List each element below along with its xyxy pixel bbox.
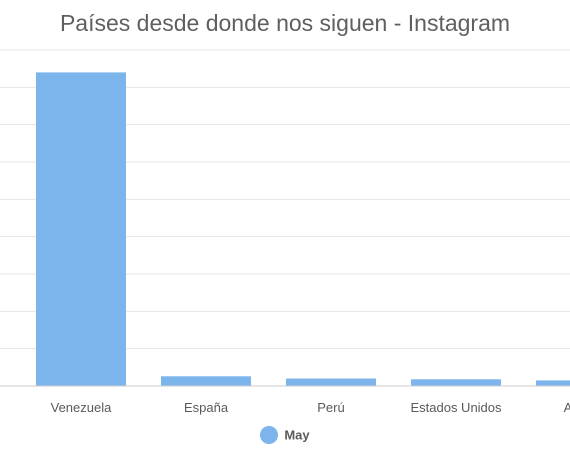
chart-title: Países desde donde nos siguen - Instagra… bbox=[59, 10, 511, 36]
legend[interactable]: May bbox=[0, 426, 570, 444]
legend-swatch-icon bbox=[260, 426, 279, 444]
x-tick-label-2: Perú bbox=[317, 400, 344, 415]
bar-3[interactable] bbox=[411, 379, 501, 386]
x-tick-label-4: Argen bbox=[564, 400, 570, 415]
bars bbox=[36, 72, 570, 387]
x-tick-labels: Venezuela España Perú Estados Unidos Argen bbox=[51, 400, 570, 415]
x-tick-label-1: España bbox=[184, 400, 229, 415]
legend-label: May bbox=[284, 427, 310, 443]
bar-4[interactable] bbox=[536, 380, 570, 386]
x-tick-label-0: Venezuela bbox=[51, 400, 112, 415]
x-tick-label-3: Estados Unidos bbox=[410, 400, 502, 415]
bar-1[interactable] bbox=[161, 376, 251, 386]
bar-2[interactable] bbox=[286, 378, 376, 386]
bar-0[interactable] bbox=[36, 72, 126, 387]
